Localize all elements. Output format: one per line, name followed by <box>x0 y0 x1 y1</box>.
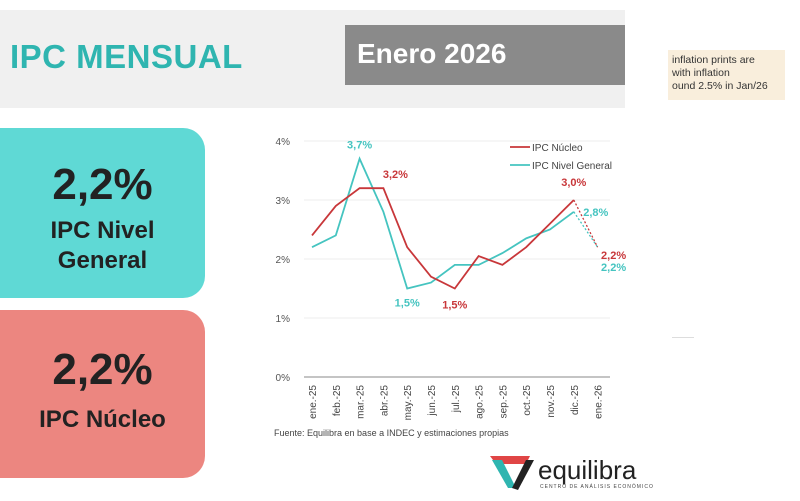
y-tick-label: 0% <box>276 373 291 384</box>
x-tick-label: ago.-25 <box>475 385 486 419</box>
logo-text: equilibra <box>538 455 637 485</box>
series-line-nucleo <box>311 187 575 290</box>
card-value: 2,2% <box>52 345 153 394</box>
line-chart: 0% 1% 2% 3% 4% ene.-25 feb.-25 mar.-25 abr.-25 ma… <box>274 137 626 438</box>
card-label: IPC Núcleo <box>39 406 166 433</box>
x-tick-label: jul.-25 <box>451 385 462 414</box>
divider <box>672 337 694 338</box>
y-tick-label: 1% <box>276 314 291 325</box>
y-tick-label: 2% <box>276 255 291 266</box>
x-tick-label: nov.-25 <box>546 385 557 418</box>
page-title: IPC MENSUAL <box>10 38 243 75</box>
data-label: 3,7% <box>347 140 372 152</box>
card-ipc-general: 2,2% IPC Nivel General <box>0 128 205 298</box>
data-label: 2,2% <box>601 262 626 274</box>
side-note: inflation prints are with inflation ound… <box>668 50 785 100</box>
x-tick-label: jun.-25 <box>427 385 438 417</box>
data-label: 3,2% <box>383 169 408 181</box>
x-tick-label: abr.-25 <box>379 385 390 417</box>
forecast-segment <box>573 199 599 248</box>
forecast-segment <box>573 211 599 248</box>
data-label: 1,5% <box>395 298 420 310</box>
x-tick-label: oct.-25 <box>522 385 533 416</box>
legend-label: IPC Nivel General <box>532 161 612 172</box>
card-label: IPC Nivel <box>50 217 155 244</box>
y-tick-label: 3% <box>276 196 291 207</box>
x-tick-label: mar.-25 <box>356 385 367 419</box>
y-tick-label: 4% <box>276 137 291 148</box>
x-tick-label: ene.-26 <box>594 385 605 419</box>
card-value: 2,2% <box>52 160 153 209</box>
month-banner: Enero 2026 <box>345 25 625 85</box>
x-tick-label: dic.-25 <box>570 385 581 415</box>
logo-subtitle: CENTRO DE ANÁLISIS ECONÓMICO <box>540 484 654 490</box>
x-tick-label: ene.-25 <box>308 385 319 419</box>
legend-label: IPC Núcleo <box>532 143 583 154</box>
data-label: 2,8% <box>583 207 608 219</box>
card-ipc-nucleo: 2,2% IPC Núcleo <box>0 310 205 478</box>
equilibra-logo-icon <box>490 456 534 490</box>
source-note: Fuente: Equilibra en base a INDEC y esti… <box>274 428 509 438</box>
series-line-general <box>311 156 575 290</box>
x-tick-label: feb.-25 <box>332 385 343 417</box>
data-label: 3,0% <box>561 177 586 189</box>
data-label: 1,5% <box>442 300 467 312</box>
x-tick-label: sep.-25 <box>498 385 509 419</box>
card-label: General <box>57 247 148 274</box>
data-label: 2,2% <box>601 250 626 262</box>
x-tick-label: may.-25 <box>403 385 414 421</box>
